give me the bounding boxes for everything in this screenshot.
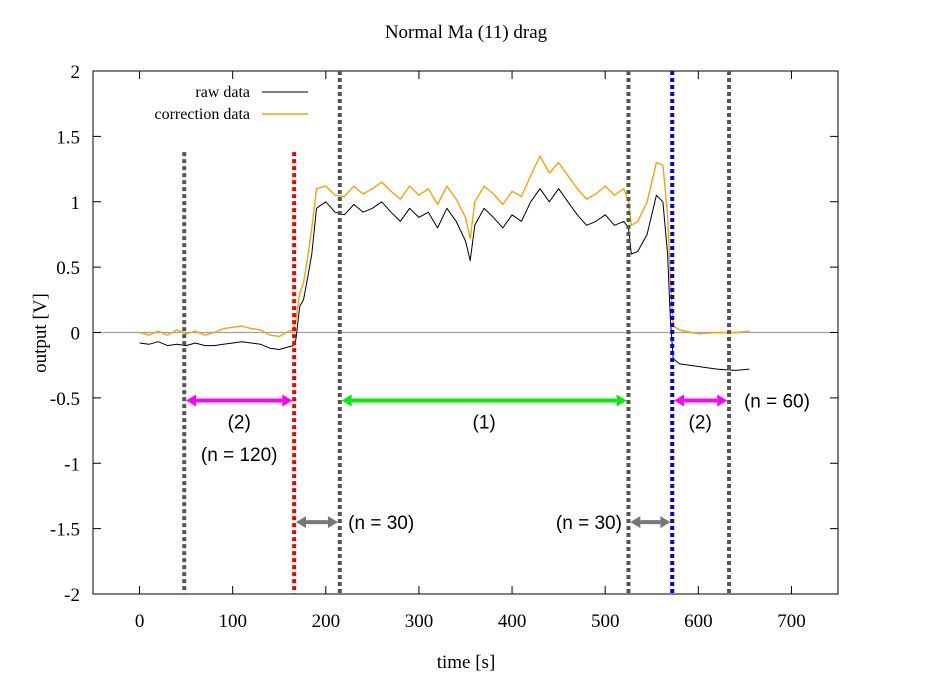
y-tick-label: -0.5: [50, 389, 80, 410]
range-arrow-head-left: [674, 394, 685, 407]
annotation-label: (1): [473, 412, 496, 433]
x-tick-label: 600: [684, 611, 713, 632]
range-arrow: [341, 394, 627, 407]
y-tick-label: 2: [71, 62, 81, 83]
x-tick-label: 200: [312, 611, 341, 632]
legend-label: correction data: [155, 106, 251, 123]
plot-area: 0 100 200 300 400 500 600 700 -2 -1.5 -1 -0.5 0 0.5 1 1…: [50, 62, 839, 632]
series-line-correction-data: [139, 155, 750, 338]
legend-label: raw data: [195, 84, 250, 101]
x-tick-label: 0: [135, 611, 145, 632]
range-arrow-head-left: [341, 394, 352, 407]
y-tick-label: 0: [71, 324, 81, 345]
legend: raw data correction data: [155, 84, 308, 123]
range-arrow-head-right: [616, 394, 627, 407]
y-tick-label: 0.5: [56, 258, 80, 279]
series-line-raw-data: [139, 188, 750, 371]
annotation-label: (2): [689, 412, 712, 433]
x-tick-label: 700: [777, 611, 806, 632]
y-tick-label: -1: [64, 454, 80, 475]
range-arrow: [186, 394, 293, 407]
annotation-label: (2): [228, 412, 251, 433]
range-arrow-head-right: [327, 516, 338, 529]
x-tick-label: 400: [498, 611, 527, 632]
chart-title: Normal Ma (11) drag: [385, 22, 548, 43]
annotation-label: (n = 120): [201, 445, 278, 466]
annotation-label: (n = 60): [744, 391, 810, 412]
y-tick-label: 1.5: [56, 127, 80, 148]
range-arrow-head-right: [660, 516, 671, 529]
y-axis-label: output [V]: [30, 293, 51, 373]
x-axis-label: time [s]: [437, 652, 496, 673]
x-tick-label: 100: [218, 611, 247, 632]
range-arrow: [630, 516, 671, 529]
range-arrow: [674, 394, 728, 407]
x-tick-label: 300: [405, 611, 434, 632]
range-arrow-head-left: [296, 516, 307, 529]
range-arrow-head-left: [186, 394, 197, 407]
range-arrow-head-left: [630, 516, 641, 529]
y-tick-label: -1.5: [50, 520, 80, 541]
range-arrow-head-right: [717, 394, 728, 407]
y-tick-label: 1: [71, 193, 81, 214]
x-tick-label: 500: [591, 611, 620, 632]
range-arrow: [296, 516, 338, 529]
annotation-label: (n = 30): [556, 513, 622, 534]
y-tick-label: -2: [64, 585, 80, 606]
range-arrow-head-right: [282, 394, 293, 407]
annotation-label: (n = 30): [348, 513, 414, 534]
